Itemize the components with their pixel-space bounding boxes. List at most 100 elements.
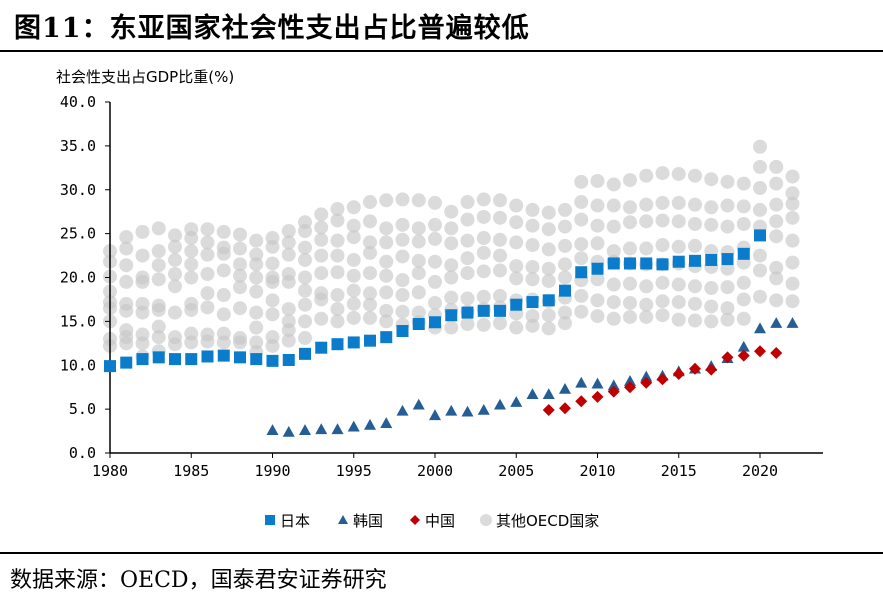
- point-square: [396, 325, 409, 338]
- other-oecd-point: [720, 198, 735, 213]
- other-oecd-point: [298, 314, 312, 329]
- other-oecd-point: [428, 274, 442, 289]
- other-oecd-point: [346, 230, 361, 245]
- other-oecd-point: [558, 316, 572, 331]
- point-triangle: [494, 398, 506, 410]
- other-oecd-point: [265, 338, 280, 353]
- other-oecd-point: [444, 221, 459, 236]
- other-oecd-point: [395, 249, 410, 264]
- other-oecd-point: [395, 304, 410, 319]
- point-triangle: [510, 396, 523, 407]
- other-oecd-point: [216, 307, 231, 322]
- other-oecd-point: [736, 311, 751, 326]
- other-oecd-point: [330, 248, 345, 263]
- other-oecd-point: [769, 271, 784, 286]
- other-oecd-point: [541, 308, 556, 323]
- other-oecd-point: [460, 233, 475, 248]
- point-triangle: [542, 388, 555, 400]
- other-oecd-point: [233, 241, 247, 256]
- point-square: [120, 356, 133, 369]
- other-oecd-point: [428, 217, 442, 232]
- x-tick-label: 2010: [579, 462, 615, 480]
- point-diamond: [542, 404, 555, 417]
- other-oecd-point: [363, 310, 377, 325]
- other-oecd-point: [639, 297, 654, 312]
- point-square: [234, 351, 246, 364]
- point-triangle: [770, 317, 783, 328]
- other-oecd-point: [330, 302, 345, 317]
- other-oecd-point: [785, 255, 800, 270]
- other-oecd-point: [509, 215, 524, 230]
- other-oecd-point: [200, 334, 215, 349]
- other-oecd-point: [574, 304, 589, 319]
- other-oecd-point: [655, 275, 670, 290]
- other-oecd-point: [298, 252, 312, 267]
- point-diamond: [607, 385, 620, 398]
- other-oecd-point: [135, 336, 150, 351]
- y-tick-label: 15.0: [60, 312, 96, 330]
- other-oecd-point: [119, 303, 134, 318]
- point-triangle: [477, 404, 490, 415]
- other-oecd-point: [590, 309, 605, 324]
- other-oecd-point: [736, 292, 751, 307]
- other-oecd-point: [314, 220, 329, 235]
- other-oecd-point: [281, 235, 296, 250]
- other-oecd-point: [769, 229, 784, 244]
- other-oecd-point: [769, 293, 784, 308]
- point-triangle: [396, 404, 409, 416]
- point-square: [721, 253, 734, 266]
- point-diamond: [559, 402, 571, 415]
- other-oecd-point: [623, 295, 637, 310]
- source-note: 数据来源：OECD，国泰君安证券研究: [10, 568, 387, 593]
- other-oecd-point: [151, 244, 166, 259]
- other-oecd-point: [493, 248, 507, 263]
- other-oecd-point: [655, 238, 670, 253]
- other-oecd-point: [590, 236, 605, 251]
- other-oecd-point: [736, 216, 751, 231]
- other-oecd-point: [753, 289, 767, 304]
- other-oecd-point: [606, 295, 621, 310]
- other-oecd-point: [346, 296, 361, 311]
- other-oecd-point: [606, 177, 621, 192]
- other-oecd-point: [704, 200, 719, 215]
- other-oecd-point: [411, 253, 426, 268]
- other-oecd-point: [655, 294, 670, 309]
- point-triangle: [331, 423, 344, 435]
- other-oecd-point: [558, 219, 572, 234]
- point-square: [510, 298, 523, 311]
- other-oecd-point: [233, 268, 247, 283]
- point-triangle: [347, 420, 360, 432]
- other-oecd-point: [671, 277, 686, 292]
- other-oecd-point: [704, 281, 719, 296]
- point-square: [185, 353, 198, 366]
- other-oecd-point: [314, 232, 329, 247]
- point-square: [542, 294, 555, 307]
- other-oecd-point: [541, 261, 556, 276]
- other-oecd-point: [249, 320, 264, 335]
- other-oecd-point: [200, 286, 215, 301]
- point-triangle: [445, 404, 458, 416]
- other-oecd-point: [671, 295, 686, 310]
- point-triangle: [429, 409, 441, 421]
- other-oecd-point: [151, 272, 166, 287]
- other-oecd-point: [736, 275, 751, 290]
- other-oecd-point: [249, 247, 264, 262]
- other-oecd-point: [509, 320, 524, 335]
- other-oecd-point: [395, 288, 410, 303]
- other-oecd-point: [476, 231, 491, 246]
- x-tick-label: 1985: [173, 462, 209, 480]
- other-oecd-point: [379, 235, 394, 250]
- other-oecd-point: [688, 238, 702, 253]
- point-square: [299, 347, 311, 360]
- other-oecd-point: [525, 272, 540, 287]
- other-oecd-point: [119, 230, 134, 245]
- other-oecd-point: [525, 259, 540, 274]
- other-oecd-point: [785, 276, 800, 291]
- point-diamond: [754, 345, 766, 358]
- other-oecd-point: [444, 204, 459, 219]
- other-oecd-point: [590, 293, 605, 308]
- other-oecd-point: [428, 195, 442, 210]
- other-oecd-point: [298, 331, 312, 346]
- other-oecd-point: [574, 251, 589, 266]
- point-triangle: [559, 382, 571, 394]
